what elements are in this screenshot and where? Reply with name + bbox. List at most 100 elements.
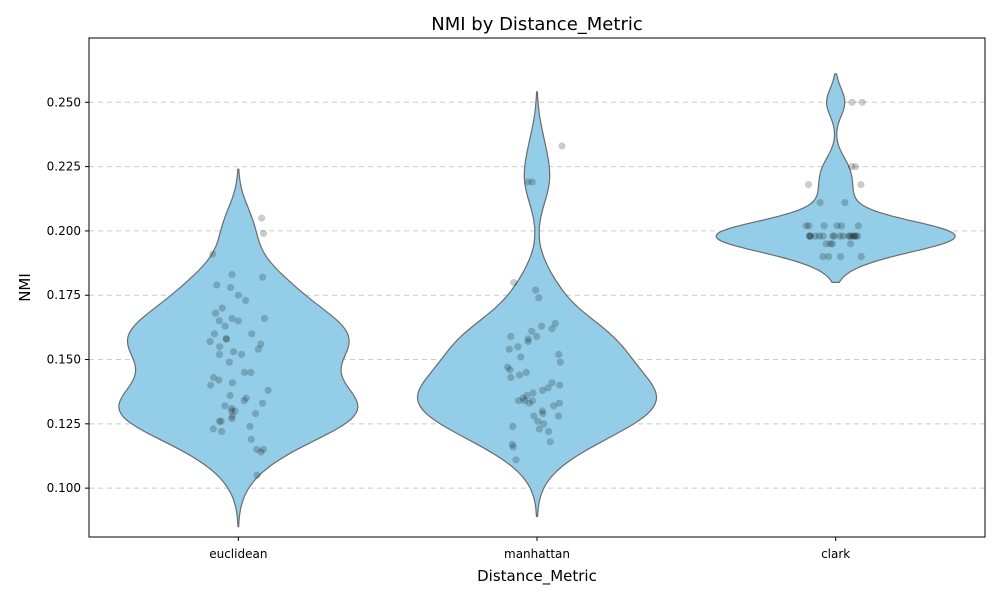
data-point [846,240,855,248]
violin-clark [715,73,956,283]
data-point [522,368,530,376]
data-point [253,445,261,454]
data-point [242,296,250,304]
data-point [848,98,856,106]
y-tick-label: 0.125 [47,417,81,431]
data-point [259,445,267,454]
data-point [259,273,267,281]
data-point [826,240,835,248]
data-point [524,335,532,343]
y-axis: 0.100 0.125 0.150 0.175 0.200 0.225 0.250 [47,95,89,495]
data-point [852,232,860,240]
data-point [806,232,814,240]
data-point [858,98,866,106]
data-point [206,337,214,346]
data-point [509,443,517,451]
y-tick-label: 0.100 [47,481,81,495]
data-point [228,404,236,412]
data-point [512,456,520,464]
data-point [548,325,556,333]
data-point [848,163,856,171]
data-point [237,350,246,358]
data-point [558,142,566,150]
data-point [247,368,255,376]
data-point [253,471,261,479]
data-point [530,412,538,420]
data-point [525,399,533,407]
data-point [246,422,254,430]
data-point [848,232,856,240]
data-point [546,438,554,446]
violin-euclidean [118,168,359,528]
data-point [254,345,262,353]
data-point [207,381,215,389]
data-point [854,232,862,240]
data-point [802,222,810,230]
data-point [805,222,813,230]
data-point [845,232,853,240]
data-point [247,435,255,443]
data-point [556,358,564,366]
data-point [854,222,862,230]
data-point [528,397,537,405]
data-point [554,412,563,420]
data-point [505,345,513,353]
data-point [258,214,266,222]
data-point [264,386,272,394]
data-point [524,337,532,346]
data-point [212,309,220,317]
data-point [228,415,236,423]
x-tick-label: euclidean [209,547,267,561]
data-point [228,412,236,420]
data-point [851,232,859,240]
data-point [209,250,217,258]
data-point [836,232,844,240]
data-point [509,422,517,430]
data-point [222,335,230,343]
data-point [228,379,236,387]
data-point [506,366,514,374]
data-point [226,391,234,400]
data-point [514,343,522,351]
data-point [504,363,512,371]
data-point [533,332,541,340]
data-point [544,427,553,436]
data-point [836,253,845,261]
data-point [221,322,229,330]
data-point [213,281,221,289]
chart-title: NMI by Distance_Metric [431,14,643,35]
data-point [519,394,527,402]
data-point [507,373,515,382]
data-point [242,394,250,402]
data-point [221,402,229,410]
data-point [805,232,814,240]
data-point [528,327,536,335]
y-tick-label: 0.150 [47,353,81,367]
data-point [218,304,226,312]
data-point [210,330,219,338]
violins [118,73,956,528]
x-tick-label: clark [821,547,850,561]
data-point [524,178,532,186]
data-point [532,286,540,294]
y-axis-title: NMI [16,273,34,302]
y-tick-label: 0.175 [47,288,81,302]
data-point [555,399,564,407]
data-point [216,343,224,351]
data-point [508,440,516,448]
data-point [226,283,235,292]
y-tick-label: 0.250 [47,95,81,109]
data-point [234,317,242,325]
data-point [215,317,223,325]
data-point [857,181,865,189]
data-point [228,407,236,415]
data-point [222,335,230,343]
data-point [252,409,260,418]
data-point [825,253,833,261]
data-point [523,391,531,400]
data-point [529,389,537,397]
data-point [539,409,547,418]
y-tick-label: 0.200 [47,224,81,238]
data-point [551,319,559,328]
